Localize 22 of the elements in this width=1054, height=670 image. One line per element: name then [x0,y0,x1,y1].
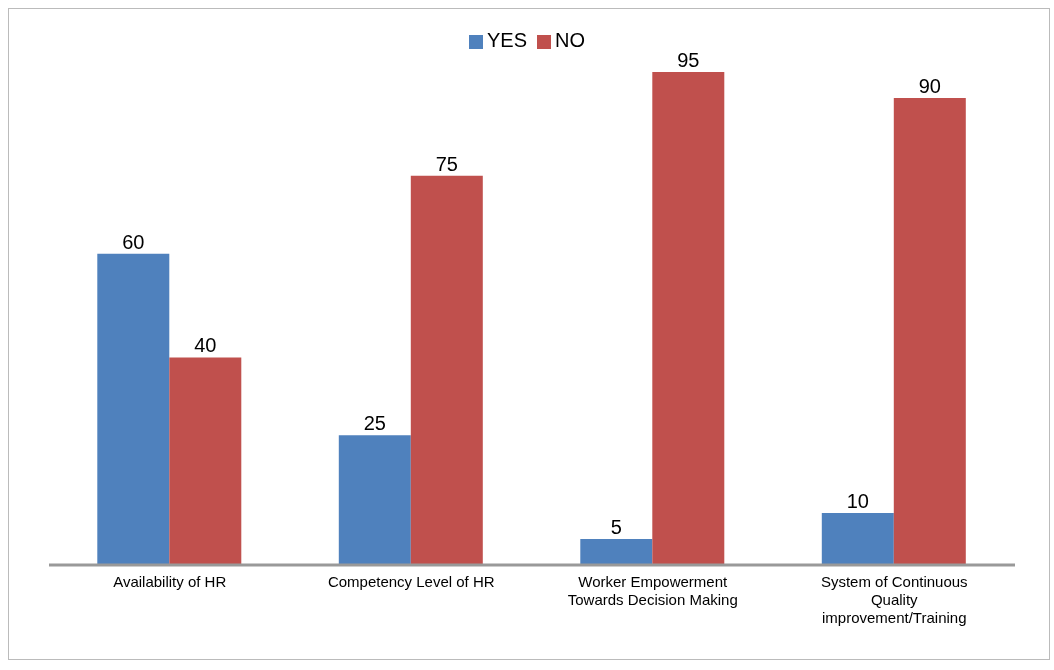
x-tick-label: Worker Empowerment Towards Decision Making [567,573,738,608]
data-label: 75 [435,152,458,175]
data-label: 5 [610,516,622,539]
x-tick-label: Competency Level of HR [327,573,495,590]
bar [338,435,411,565]
bar [97,253,170,565]
x-tick-label: System of Continuous Quality improvement/Training [820,573,968,626]
bar [169,357,242,565]
bar [410,175,483,565]
data-label: 60 [122,230,145,253]
data-label: 90 [918,74,941,97]
legend-label: NO [555,29,586,51]
bar [580,539,653,565]
data-label: 40 [194,334,217,357]
data-label: 10 [846,490,869,513]
x-tick-label: Availability of HR [113,573,227,590]
data-label: 25 [363,412,386,435]
bar [821,513,894,565]
legend-label: YES [486,29,528,51]
bar [652,72,725,565]
data-label: 95 [677,49,700,71]
bar [893,97,966,565]
